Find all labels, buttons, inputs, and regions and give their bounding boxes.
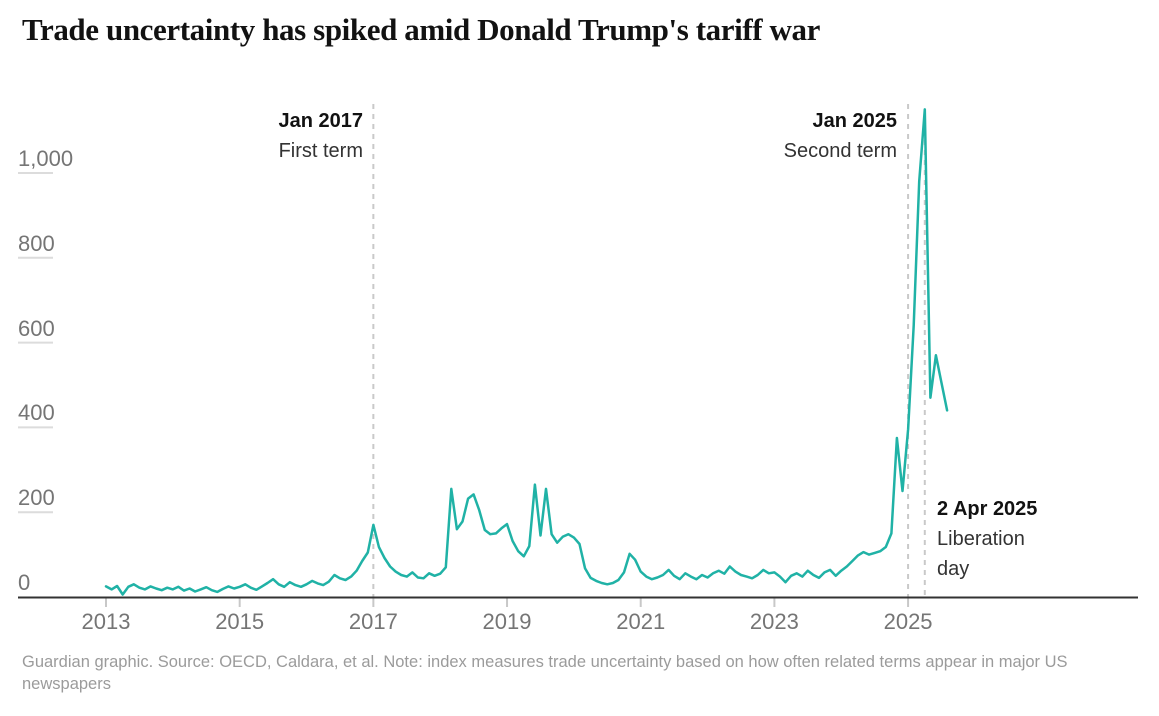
annotation-first-term-label: First term <box>278 140 363 162</box>
x-axis-tick-label: 2023 <box>749 609 799 634</box>
annotation-liberation-day: 2 Apr 2025 Liberation day <box>937 494 1041 584</box>
x-axis-tick-label: 2017 <box>348 609 398 634</box>
source-note: Guardian graphic. Source: OECD, Caldara,… <box>22 653 1068 693</box>
annotation-liberation-day-label: Liberation day <box>937 528 1025 580</box>
annotation-first-term-date: Jan 2017 <box>278 110 363 132</box>
annotation-second-term: Jan 2025 Second term <box>784 106 897 166</box>
trade-uncertainty-line <box>104 108 949 596</box>
annotation-first-term: Jan 2017 First term <box>278 106 363 166</box>
x-axis-tick-label: 2025 <box>883 609 933 634</box>
annotation-second-term-date: Jan 2025 <box>812 110 897 132</box>
y-axis-tick-label: 1,000 <box>18 146 74 171</box>
chart-title: Trade uncertainty has spiked amid Donald… <box>22 12 820 47</box>
x-axis-tick-label: 2015 <box>215 609 265 634</box>
y-axis-tick-label: 600 <box>18 315 55 341</box>
y-axis-tick-label: 400 <box>18 400 55 426</box>
y-axis-tick-label: 0 <box>18 570 31 595</box>
y-axis-tick-label: 200 <box>18 485 55 511</box>
annotation-liberation-day-date: 2 Apr 2025 <box>937 498 1038 520</box>
x-axis-tick-label: 2019 <box>482 609 532 634</box>
x-axis-tick-label: 2021 <box>616 609 666 634</box>
line-chart <box>18 104 1138 607</box>
y-axis-tick-label: 800 <box>18 230 55 256</box>
annotation-second-term-label: Second term <box>783 140 897 162</box>
x-axis-tick-label: 2013 <box>81 609 131 634</box>
